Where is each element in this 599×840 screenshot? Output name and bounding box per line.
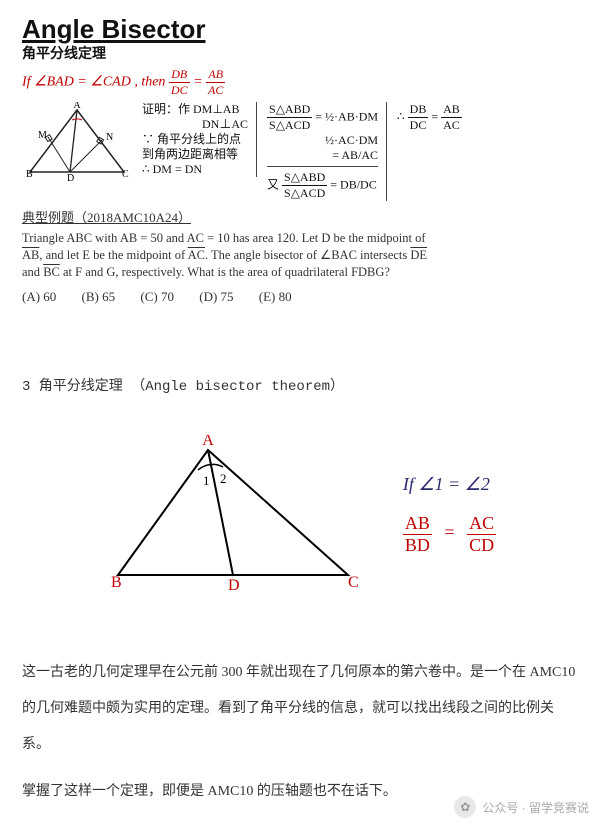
proof-row: A B C D M N 证明：作 DM⊥AB DN⊥AC ∵ 角平分线上的点 到…	[22, 102, 577, 201]
frac-num: DB	[169, 67, 190, 83]
choice-e: (E) 80	[259, 289, 292, 304]
proof-col-3: ∴ DBDC = ABAC	[397, 102, 470, 133]
figure2-text: If ∠1 = ∠2 AB BD = AC CD	[403, 474, 496, 556]
proof-line: 证明：作 DM⊥AB	[142, 102, 248, 117]
choice-b: (B) 65	[82, 289, 116, 304]
angle-2: 2	[220, 471, 227, 486]
figure2-row: 1 2 A B C D If ∠1 = ∠2 AB BD = AC CD	[22, 435, 577, 595]
proof-line: ∵ 角平分线上的点	[142, 132, 248, 147]
frac-ab-ac: AB AC	[206, 67, 225, 98]
example-problem: Triangle ABC with AB = 50 and AC = 10 ha…	[22, 230, 442, 281]
title-english: Angle Bisector	[22, 14, 577, 45]
problem-text: Triangle ABC with AB = 50 and AC = 10 ha…	[22, 231, 426, 245]
page: Angle Bisector 角平分线定理 If ∠BAD = ∠CAD , t…	[0, 0, 599, 840]
proof-line: S△ABDS△ACD = ½·AB·DM	[267, 102, 378, 133]
frac-ac-cd: AC CD	[467, 513, 496, 556]
footer-badge: ✿ 公众号 · 留学竞赛说	[454, 796, 589, 818]
frac-den: DC	[169, 83, 190, 98]
frac-db-dc: DB DC	[169, 67, 190, 98]
choice-d: (D) 75	[199, 289, 233, 304]
label-A: A	[202, 435, 214, 449]
proof-triangle-diagram: A B C D M N	[22, 102, 132, 182]
proof-line: ∴ DM = DN	[142, 162, 248, 177]
seg-de: DE	[410, 248, 427, 262]
frac-den: AC	[206, 83, 225, 98]
footer-icon: ✿	[454, 796, 476, 818]
footer-text: 公众号 · 留学竞赛说	[482, 799, 589, 816]
therefore: ∴	[397, 109, 405, 123]
seg-ac: AC	[188, 248, 205, 262]
proof-line: DN⊥AC	[142, 117, 248, 132]
theorem-statement-red: If ∠BAD = ∠CAD , then DB DC = AB AC	[22, 67, 577, 98]
proof-line: = AB/AC	[267, 148, 378, 163]
title-chinese: 角平分线定理	[22, 43, 577, 63]
answer-choices: (A) 60 (B) 65 (C) 70 (D) 75 (E) 80	[22, 289, 577, 305]
choice-c: (C) 70	[140, 289, 174, 304]
body-paragraph-1: 这一古老的几何定理早在公元前 300 年就出现在了几何原本的第六卷中。是一个在 …	[22, 655, 577, 764]
proof-col-2: S△ABDS△ACD = ½·AB·DM ½·AC·DM = AB/AC 又 S…	[267, 102, 387, 201]
problem-text: and	[22, 265, 43, 279]
proof-line: 到角两边距离相等	[142, 147, 248, 162]
if-text: If ∠BAD = ∠CAD , then	[22, 75, 165, 90]
problem-text: , and let E be the midpoint of	[39, 248, 187, 262]
choice-a: (A) 60	[22, 289, 56, 304]
section3-title: 3 角平分线定理 （Angle bisector theorem）	[22, 375, 577, 395]
angle-1: 1	[203, 473, 210, 488]
problem-text: . The angle bisector of ∠BAC intersects	[205, 248, 410, 262]
if-angle-equal: If ∠1 = ∠2	[403, 474, 496, 495]
seg-ab: AB	[22, 248, 39, 262]
seg-bc: BC	[43, 265, 60, 279]
example-header: 典型例题（2018AMC10A24）	[22, 207, 577, 226]
frac-num: AB	[206, 67, 225, 83]
proof-line: 又 S△ABDS△ACD = DB/DC	[267, 166, 378, 201]
proof-line: ½·AC·DM	[267, 133, 378, 148]
label-B: B	[111, 574, 122, 591]
label-A: A	[73, 102, 81, 111]
frac-ab-bd: AB BD	[403, 513, 432, 556]
label-N: N	[106, 132, 113, 143]
label-B: B	[26, 169, 33, 180]
problem-text: at F and G, respectively. What is the ar…	[60, 265, 390, 279]
label-C: C	[348, 574, 359, 591]
label-D: D	[228, 577, 240, 594]
proof-col-1: 证明：作 DM⊥AB DN⊥AC ∵ 角平分线上的点 到角两边距离相等 ∴ DM…	[142, 102, 257, 177]
triangle-diagram-2: 1 2 A B C D	[103, 435, 363, 595]
label-M: M	[38, 130, 47, 141]
label-C: C	[122, 169, 129, 180]
label-D: D	[67, 173, 74, 182]
